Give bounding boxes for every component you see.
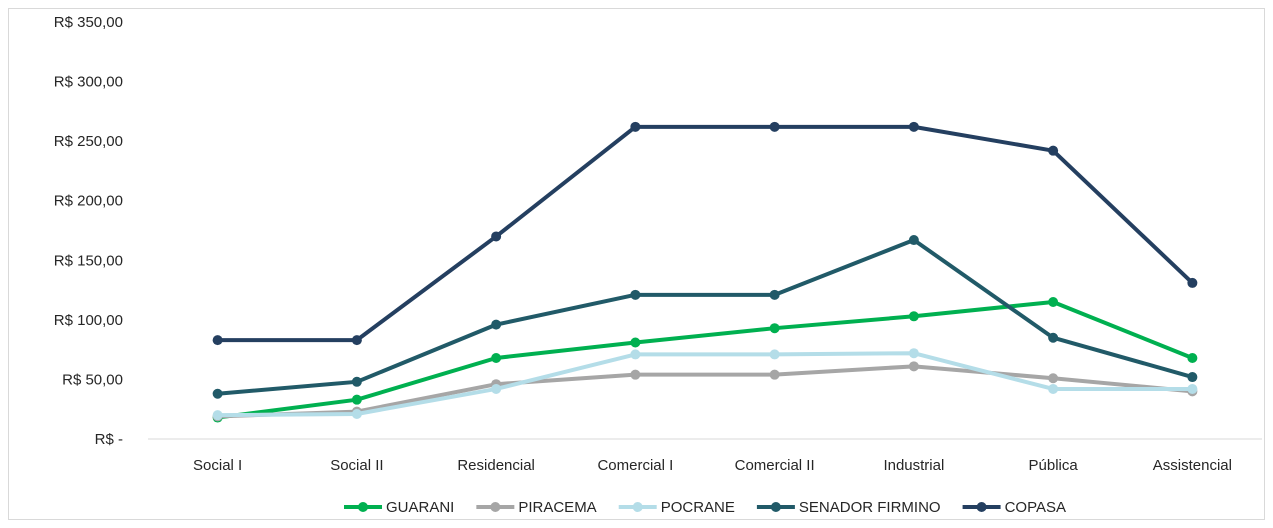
data-point <box>1048 296 1059 307</box>
data-point <box>1048 332 1059 343</box>
data-point <box>351 376 362 387</box>
data-point <box>630 121 641 132</box>
legend-swatch-marker <box>358 502 369 512</box>
x-tick-label: Comercial II <box>735 457 815 474</box>
series-line <box>215 238 1195 396</box>
series-line <box>215 124 1195 343</box>
data-point <box>908 235 919 246</box>
data-point <box>491 319 502 330</box>
legend-swatch-marker <box>976 502 987 512</box>
data-point <box>491 383 502 394</box>
y-tick-label: R$ 300,00 <box>54 74 123 91</box>
data-point <box>908 121 919 132</box>
legend-item: SENADOR FIRMINO <box>756 499 941 516</box>
data-point <box>491 352 502 363</box>
x-tick-label: Industrial <box>883 457 944 474</box>
legend-label: SENADOR FIRMINO <box>799 499 941 516</box>
legend-swatch-marker <box>770 502 781 512</box>
data-point <box>769 289 780 300</box>
data-point <box>630 337 641 348</box>
x-tick-label: Assistencial <box>1153 457 1232 474</box>
data-point <box>630 369 641 380</box>
y-tick-label: R$ - <box>95 431 123 448</box>
x-tick-label: Comercial I <box>597 457 673 474</box>
data-point <box>769 121 780 132</box>
data-point <box>1187 372 1198 383</box>
series-copasa <box>212 121 1198 346</box>
x-tick-label: Pública <box>1029 457 1079 474</box>
series-line <box>215 351 1195 418</box>
x-tick-label: Social I <box>193 457 242 474</box>
data-point <box>1048 383 1059 394</box>
legend-item: POCRANE <box>618 499 735 516</box>
data-point <box>908 348 919 359</box>
legend-swatch-marker <box>490 502 501 512</box>
data-point <box>908 311 919 322</box>
data-point <box>212 388 223 399</box>
chart-area <box>8 8 1265 520</box>
data-point <box>1187 277 1198 288</box>
data-point <box>630 289 641 300</box>
data-point <box>1187 352 1198 363</box>
data-point <box>491 231 502 242</box>
y-tick-label: R$ 50,00 <box>62 371 123 388</box>
y-tick-label: R$ 250,00 <box>54 133 123 150</box>
data-point <box>351 394 362 405</box>
data-point <box>1048 145 1059 156</box>
legend-item: GUARANI <box>344 499 454 516</box>
y-tick-label: R$ 200,00 <box>54 193 123 210</box>
x-tick-label: Residencial <box>457 457 535 474</box>
y-tick-label: R$ 150,00 <box>54 252 123 269</box>
legend-item: COPASA <box>962 499 1066 516</box>
legend-label: POCRANE <box>661 499 735 516</box>
data-point <box>212 410 223 421</box>
series-guarani <box>212 296 1198 423</box>
series-line <box>215 364 1195 419</box>
y-tick-label: R$ 100,00 <box>54 312 123 329</box>
data-point <box>769 369 780 380</box>
y-tick-label: R$ 350,00 <box>54 14 123 31</box>
data-point <box>212 335 223 346</box>
x-tick-label: Social II <box>330 457 383 474</box>
legend-label: GUARANI <box>386 499 454 516</box>
data-point <box>1048 373 1059 384</box>
legend-label: PIRACEMA <box>518 499 596 516</box>
data-point <box>769 349 780 360</box>
data-point <box>769 323 780 334</box>
legend-label: COPASA <box>1005 499 1066 516</box>
data-point <box>1187 383 1198 394</box>
data-point <box>351 335 362 346</box>
series-line <box>215 299 1195 420</box>
series-senador-firmino <box>212 235 1198 399</box>
legend-swatch-marker <box>632 502 643 512</box>
data-point <box>351 408 362 419</box>
data-point <box>908 361 919 372</box>
legend-item: PIRACEMA <box>476 499 597 516</box>
series-pocrane <box>212 348 1198 421</box>
data-point <box>630 349 641 360</box>
